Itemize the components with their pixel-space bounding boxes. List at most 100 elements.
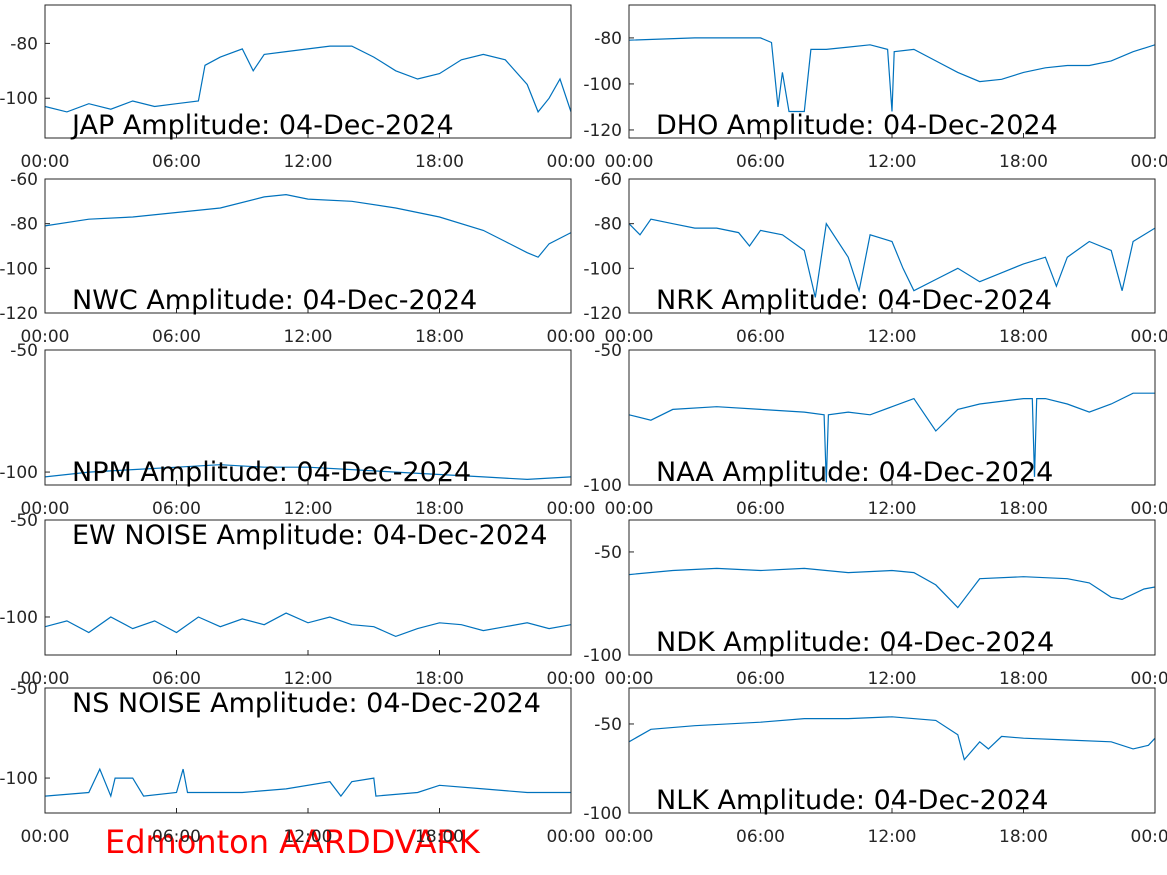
x-tick-label: 00:00 <box>21 499 70 519</box>
plot-area <box>45 45 571 114</box>
x-tick-label: 00:00 <box>21 327 70 347</box>
x-tick-label: 18:00 <box>999 152 1048 172</box>
x-tick-label: 06:00 <box>152 669 201 689</box>
y-tick-label: -50 <box>10 341 38 361</box>
y-tick-label: -100 <box>583 259 622 279</box>
x-tick-label: 00:00 <box>1131 327 1167 347</box>
y-tick-label: -100 <box>0 463 38 483</box>
y-tick-label: -50 <box>10 679 38 699</box>
x-tick-label: 00:00 <box>1131 499 1167 519</box>
x-tick-label: 06:00 <box>152 499 201 519</box>
x-tick-label: 00:00 <box>21 669 70 689</box>
data-line <box>45 45 571 114</box>
x-tick-label: 00:00 <box>605 499 654 519</box>
plot-area <box>629 392 1155 483</box>
y-tick-label: -60 <box>10 170 38 190</box>
panel-title: NWC Amplitude: 04-Dec-2024 <box>72 285 477 316</box>
x-tick-label: 00:00 <box>605 327 654 347</box>
y-tick-label: -80 <box>10 215 38 235</box>
data-line <box>45 767 571 799</box>
panel-title: NPM Amplitude: 04-Dec-2024 <box>72 457 471 488</box>
plot-area <box>629 567 1155 609</box>
x-tick-label: 12:00 <box>868 669 917 689</box>
x-tick-label: 06:00 <box>736 827 785 847</box>
x-tick-label: 18:00 <box>415 669 464 689</box>
x-tick-label: 12:00 <box>868 152 917 172</box>
y-tick-label: -100 <box>583 646 622 666</box>
x-tick-label: 18:00 <box>999 327 1048 347</box>
data-line <box>45 612 571 638</box>
x-tick-label: 12:00 <box>284 499 333 519</box>
y-tick-label: -100 <box>0 89 38 109</box>
y-tick-label: -120 <box>583 121 622 141</box>
y-tick-label: -80 <box>594 215 622 235</box>
panel-title: EW NOISE Amplitude: 04-Dec-2024 <box>72 520 547 551</box>
panel-title: NS NOISE Amplitude: 04-Dec-2024 <box>72 688 541 719</box>
y-tick-label: -100 <box>583 75 622 95</box>
plot-area <box>45 767 571 799</box>
x-tick-label: 18:00 <box>999 499 1048 519</box>
y-tick-label: -60 <box>594 170 622 190</box>
x-tick-label: 06:00 <box>736 669 785 689</box>
x-tick-label: 12:00 <box>284 669 333 689</box>
y-tick-label: -100 <box>583 804 622 824</box>
x-tick-label: 12:00 <box>284 327 333 347</box>
data-line <box>45 464 571 481</box>
data-line <box>629 392 1155 483</box>
x-tick-label: 18:00 <box>999 827 1048 847</box>
plot-area <box>45 464 571 481</box>
panel-title: NAA Amplitude: 04-Dec-2024 <box>656 457 1053 488</box>
y-tick-label: -50 <box>10 511 38 531</box>
x-tick-label: 00:00 <box>605 669 654 689</box>
panel-title: NDK Amplitude: 04-Dec-2024 <box>656 627 1054 658</box>
x-tick-label: 06:00 <box>736 327 785 347</box>
plot-area <box>629 37 1155 113</box>
plot-area <box>629 716 1155 761</box>
x-tick-label: 06:00 <box>152 827 201 847</box>
data-line <box>629 218 1155 298</box>
y-tick-label: -50 <box>594 543 622 563</box>
y-tick-label: -80 <box>594 29 622 49</box>
y-tick-label: -50 <box>594 715 622 735</box>
x-tick-label: 18:00 <box>999 669 1048 689</box>
x-tick-label: 06:00 <box>736 152 785 172</box>
x-tick-label: 00:00 <box>1131 827 1167 847</box>
data-line <box>629 37 1155 113</box>
y-tick-label: -50 <box>594 341 622 361</box>
x-tick-label: 00:00 <box>547 499 596 519</box>
plot-area <box>45 612 571 638</box>
plot-area <box>45 193 571 258</box>
footer: Edmonton AARDDVARK <box>105 823 481 861</box>
x-tick-label: 00:00 <box>21 152 70 172</box>
y-tick-label: -80 <box>10 34 38 54</box>
x-tick-label: 18:00 <box>415 152 464 172</box>
x-tick-label: 18:00 <box>415 327 464 347</box>
x-tick-label: 00:00 <box>21 827 70 847</box>
y-tick-label: -100 <box>0 769 38 789</box>
y-tick-label: -120 <box>583 304 622 324</box>
y-tick-label: -120 <box>0 304 38 324</box>
x-tick-label: 18:00 <box>415 499 464 519</box>
y-tick-label: -100 <box>0 608 38 628</box>
x-tick-label: 00:00 <box>605 152 654 172</box>
panel-title: NLK Amplitude: 04-Dec-2024 <box>656 785 1048 816</box>
x-tick-label: 12:00 <box>284 152 333 172</box>
data-line <box>45 193 571 258</box>
y-tick-label: -100 <box>0 259 38 279</box>
y-tick-label: -100 <box>583 476 622 496</box>
panel-title: DHO Amplitude: 04-Dec-2024 <box>656 110 1058 141</box>
data-line <box>629 567 1155 609</box>
x-tick-label: 12:00 <box>284 827 333 847</box>
data-line <box>629 716 1155 761</box>
x-tick-label: 12:00 <box>868 499 917 519</box>
panel-title: NRK Amplitude: 04-Dec-2024 <box>656 285 1052 316</box>
x-tick-label: 00:00 <box>1131 669 1167 689</box>
x-tick-label: 00:00 <box>605 827 654 847</box>
panel-title: JAP Amplitude: 04-Dec-2024 <box>70 110 454 141</box>
x-tick-label: 00:00 <box>547 327 596 347</box>
x-tick-label: 12:00 <box>868 827 917 847</box>
x-tick-label: 00:00 <box>547 669 596 689</box>
x-tick-label: 06:00 <box>152 327 201 347</box>
x-tick-label: 06:00 <box>152 152 201 172</box>
